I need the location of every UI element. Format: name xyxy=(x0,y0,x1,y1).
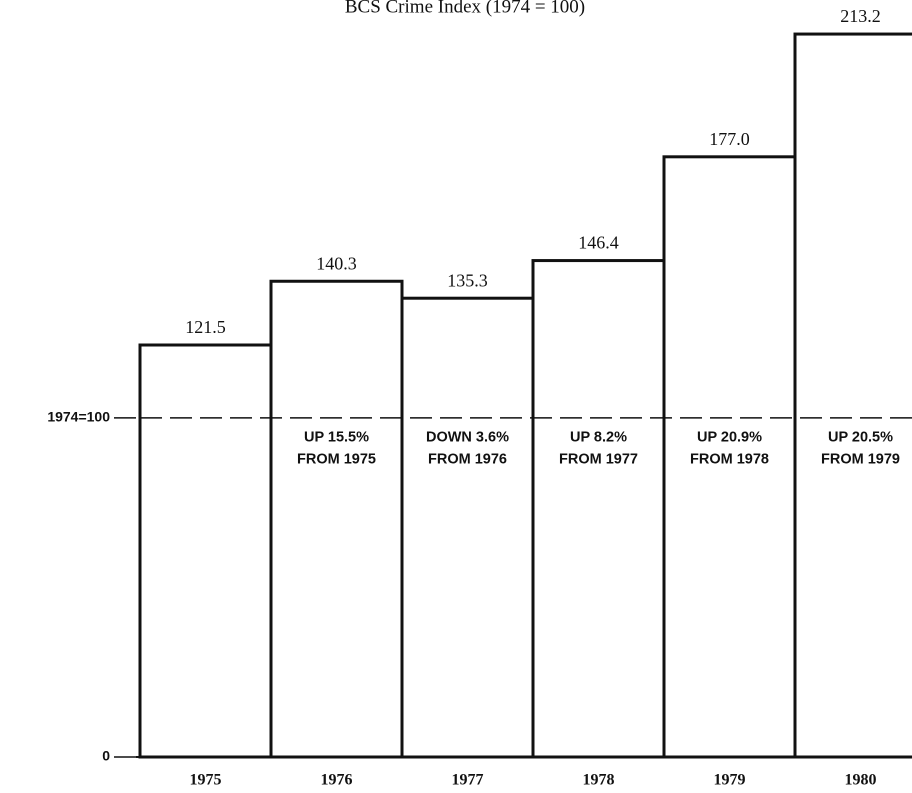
annotation: FROM 1979 xyxy=(821,452,900,468)
bar xyxy=(662,155,797,759)
y-tick-label: 1974=100 xyxy=(47,409,110,425)
annotation: FROM 1976 xyxy=(428,452,507,468)
x-tick-label: 1976 xyxy=(321,772,353,789)
bar xyxy=(531,259,666,759)
x-tick-label: 1977 xyxy=(452,772,484,789)
y-tick-label: 0 xyxy=(102,748,110,764)
annotation: UP 20.9% xyxy=(697,430,762,446)
x-tick-label: 1978 xyxy=(583,772,615,789)
annotation: DOWN 3.6% xyxy=(426,430,509,446)
value-label: 213.2 xyxy=(840,6,881,26)
bar xyxy=(269,279,404,759)
value-label: 177.0 xyxy=(709,129,750,149)
x-tick-label: 1980 xyxy=(845,772,877,789)
x-tick-label: 1975 xyxy=(190,772,222,789)
bar xyxy=(400,296,535,759)
annotation: UP 20.5% xyxy=(828,430,893,446)
value-label: 135.3 xyxy=(447,270,488,290)
annotation: FROM 1978 xyxy=(690,452,769,468)
value-label: 140.3 xyxy=(316,253,357,273)
annotation: UP 15.5% xyxy=(304,430,369,446)
annotation: FROM 1977 xyxy=(559,452,638,468)
annotation: UP 8.2% xyxy=(570,430,627,446)
chart-title: BCS Crime Index (1974 = 100) xyxy=(345,0,585,17)
bar xyxy=(793,32,912,759)
bar xyxy=(138,343,273,759)
annotation: FROM 1975 xyxy=(297,452,376,468)
value-label: 121.5 xyxy=(185,317,226,337)
value-label: 146.4 xyxy=(578,233,619,253)
x-tick-label: 1979 xyxy=(714,772,746,789)
